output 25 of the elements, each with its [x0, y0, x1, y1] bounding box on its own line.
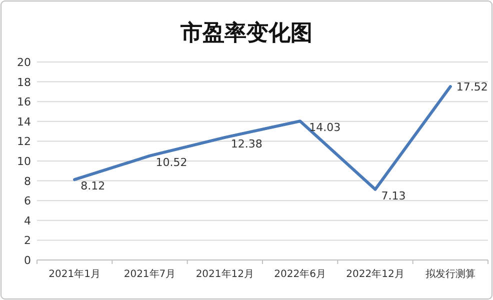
y-tick-label: 6 [24, 194, 31, 208]
y-tick-label: 10 [17, 155, 31, 168]
y-tick-label: 18 [17, 76, 31, 89]
y-tick-label: 0 [24, 254, 31, 267]
chart-title: 市盈率变化图 [180, 20, 312, 46]
data-label: 8.12 [80, 180, 106, 193]
x-tick-label: 拟发行测算 [425, 268, 476, 280]
line-series [73, 85, 452, 191]
y-tick-label: 2 [24, 234, 31, 248]
data-label: 10.52 [156, 156, 188, 169]
x-tick-label: 2021年1月 [48, 268, 100, 280]
x-tick-label: 2022年12月 [346, 268, 404, 280]
y-tick-label: 20 [17, 56, 31, 69]
y-tick-label: 12 [17, 135, 31, 148]
y-tick-label: 8 [24, 174, 31, 188]
y-tick-label: 14 [17, 115, 31, 128]
data-label: 14.03 [309, 121, 341, 134]
y-tick-label: 4 [24, 214, 31, 228]
data-label: 7.13 [381, 189, 406, 202]
x-tick-label: 2022年6月 [274, 268, 326, 280]
data-label: 17.52 [456, 80, 488, 94]
x-tick-label: 2021年12月 [196, 268, 254, 280]
data-label: 12.38 [230, 137, 262, 150]
x-tick-label: 2021年7月 [124, 268, 176, 280]
y-tick-label: 16 [17, 96, 31, 109]
